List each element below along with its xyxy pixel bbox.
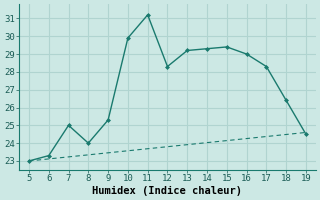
- X-axis label: Humidex (Indice chaleur): Humidex (Indice chaleur): [92, 186, 243, 196]
